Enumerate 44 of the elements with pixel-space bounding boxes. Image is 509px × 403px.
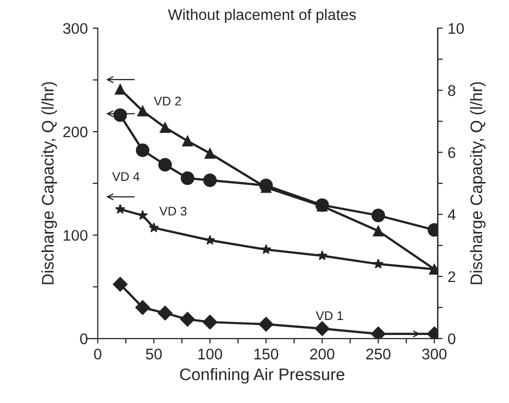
point [372, 226, 384, 236]
point [137, 210, 148, 220]
y2-tick-label: 6 [448, 147, 456, 158]
y2-tick-label: 10 [448, 23, 464, 34]
point [373, 258, 384, 268]
x-tick-label: 200 [310, 348, 334, 360]
y-tick-label: 100 [64, 230, 88, 241]
point [260, 244, 272, 254]
point [182, 136, 193, 146]
point [148, 222, 159, 232]
y2-tick-label: 4 [448, 209, 456, 220]
y-tick-label: 0 [80, 333, 88, 344]
x-tick-label: 250 [366, 348, 390, 360]
point [372, 208, 386, 222]
x-tick-label: 0 [94, 348, 102, 360]
series-label: VD 4 [112, 172, 140, 181]
point [114, 84, 126, 95]
point [259, 178, 273, 192]
x-axis-title: Confining Air Pressure [180, 368, 344, 384]
point [158, 158, 172, 172]
point [115, 204, 126, 214]
x-tick-label: 300 [422, 348, 447, 360]
series-label: VD 1 [316, 311, 343, 320]
y2-tick-label: 2 [448, 271, 456, 282]
x-tick-label: 100 [198, 348, 222, 360]
series-label: VD 2 [154, 96, 181, 106]
y2-tick-label: 0 [448, 333, 456, 344]
chart-title: Without placement of plates [168, 8, 356, 24]
series-label: VD 3 [159, 206, 187, 216]
point [204, 234, 216, 245]
x-tick-label: 150 [254, 348, 278, 360]
point [137, 106, 148, 116]
point [317, 250, 328, 260]
y-tick-label: 300 [63, 23, 88, 34]
point [203, 173, 217, 188]
point [204, 148, 216, 159]
y2-tick-label: 8 [448, 85, 456, 96]
y-tick-label: 200 [63, 126, 88, 138]
point [180, 171, 194, 185]
y-axis-title: Discharge Capacity, Q (l/hr) [41, 82, 57, 284]
point [136, 143, 150, 158]
y2-axis-title: Discharge Capacity, Q (l/hr) [470, 82, 486, 284]
x-tick-label: 50 [146, 348, 162, 360]
point [160, 122, 170, 133]
